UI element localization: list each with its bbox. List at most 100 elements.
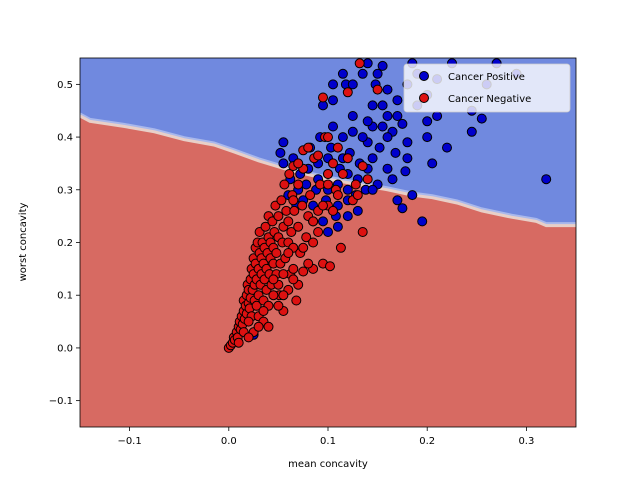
point-cancer-positive	[476, 113, 487, 124]
point-cancer-positive	[422, 116, 433, 127]
point-cancer-positive	[278, 158, 289, 169]
point-cancer-negative	[303, 142, 314, 153]
point-cancer-positive	[382, 111, 393, 121]
point-cancer-negative	[308, 237, 319, 248]
point-cancer-positive	[466, 126, 477, 137]
point-cancer-positive	[342, 184, 353, 195]
point-cancer-negative	[372, 84, 383, 95]
y-axis-ticks: −0.1 0.0 0.1 0.2 0.3 0.4 0.5	[49, 80, 80, 407]
point-cancer-positive	[427, 158, 438, 169]
point-cancer-negative	[337, 169, 348, 179]
point-cancer-positive	[422, 132, 433, 143]
y-tick-label: 0.2	[57, 238, 73, 249]
x-tick-label: 0.0	[221, 436, 237, 447]
point-cancer-negative	[251, 300, 262, 311]
point-cancer-positive	[377, 121, 388, 132]
y-tick-label: −0.1	[49, 396, 73, 407]
point-cancer-negative	[354, 58, 365, 69]
x-axis-ticks: −0.1 0.0 0.1 0.2 0.3	[117, 427, 534, 447]
point-cancer-negative	[308, 216, 319, 227]
point-cancer-negative	[350, 179, 361, 190]
x-tick-label: 0.2	[419, 436, 435, 447]
point-cancer-positive	[397, 118, 408, 129]
point-cancer-negative	[283, 248, 294, 258]
point-cancer-negative	[273, 300, 284, 311]
point-cancer-positive	[432, 111, 443, 121]
point-cancer-negative	[342, 153, 353, 164]
legend: Cancer Positive Cancer Negative	[403, 63, 571, 113]
point-cancer-negative	[362, 174, 373, 185]
point-cancer-negative	[271, 248, 282, 258]
point-cancer-positive	[417, 216, 428, 227]
point-cancer-negative	[335, 242, 346, 253]
point-cancer-positive	[402, 153, 413, 164]
point-cancer-negative	[253, 321, 264, 332]
point-cancer-positive	[347, 126, 358, 137]
point-cancer-negative	[357, 227, 368, 237]
point-cancer-positive	[392, 95, 403, 106]
point-cancer-positive	[387, 174, 398, 185]
point-cancer-positive	[377, 100, 388, 111]
legend-label-cancer-negative: Cancer Negative	[448, 94, 531, 105]
legend-label-cancer-positive: Cancer Positive	[448, 72, 525, 83]
point-cancer-positive	[397, 203, 408, 214]
point-cancer-positive	[352, 205, 363, 216]
point-cancer-negative	[278, 290, 289, 301]
point-cancer-negative	[288, 263, 299, 274]
point-cancer-positive	[541, 174, 552, 185]
point-cancer-negative	[288, 274, 299, 285]
point-cancer-positive	[392, 111, 403, 121]
point-cancer-negative	[305, 190, 316, 201]
point-cancer-positive	[347, 111, 358, 121]
point-cancer-positive	[278, 137, 289, 148]
point-cancer-negative	[293, 158, 304, 169]
point-cancer-positive	[442, 142, 452, 153]
point-cancer-negative	[273, 211, 284, 222]
point-cancer-negative	[318, 92, 328, 103]
point-cancer-positive	[407, 190, 418, 201]
point-cancer-negative	[328, 158, 338, 169]
point-cancer-negative	[325, 261, 335, 272]
point-cancer-positive	[328, 95, 338, 106]
point-cancer-negative	[243, 332, 254, 343]
point-cancer-positive	[390, 147, 401, 158]
point-cancer-positive	[328, 79, 338, 90]
decision-boundary-outer	[80, 112, 576, 226]
point-cancer-negative	[301, 232, 312, 243]
point-cancer-negative	[352, 190, 363, 201]
point-cancer-negative	[233, 337, 244, 348]
point-cancer-negative	[298, 266, 309, 277]
point-cancer-positive	[367, 153, 378, 164]
point-cancer-negative	[332, 190, 343, 201]
point-cancer-negative	[318, 200, 328, 211]
legend-marker-cancer-positive	[419, 71, 429, 81]
point-cancer-positive	[382, 84, 393, 95]
point-cancer-positive	[323, 227, 333, 237]
point-cancer-positive	[347, 79, 358, 90]
point-cancer-negative	[357, 161, 368, 172]
point-cancer-negative	[258, 306, 269, 316]
legend-box	[403, 63, 571, 113]
y-axis-label: worst concavity	[18, 203, 29, 282]
point-cancer-negative	[313, 227, 324, 237]
point-cancer-positive	[342, 211, 353, 222]
legend-marker-cancer-negative	[419, 93, 429, 103]
point-cancer-negative	[284, 169, 295, 179]
point-cancer-negative	[323, 179, 333, 190]
point-cancer-negative	[297, 200, 308, 211]
point-cancer-positive	[392, 195, 403, 206]
point-cancer-negative	[288, 195, 299, 206]
point-cancer-negative	[278, 269, 289, 280]
point-cancer-negative	[323, 169, 333, 179]
point-cancer-positive	[337, 132, 348, 143]
point-cancer-positive	[402, 137, 413, 148]
x-tick-label: 0.1	[320, 436, 336, 447]
y-tick-label: 0.0	[57, 343, 73, 354]
point-cancer-positive	[374, 142, 385, 153]
point-cancer-positive	[318, 216, 328, 227]
point-cancer-negative	[276, 195, 287, 206]
point-cancer-negative	[323, 132, 333, 143]
point-cancer-negative	[291, 295, 302, 306]
point-cancer-positive	[382, 163, 393, 174]
